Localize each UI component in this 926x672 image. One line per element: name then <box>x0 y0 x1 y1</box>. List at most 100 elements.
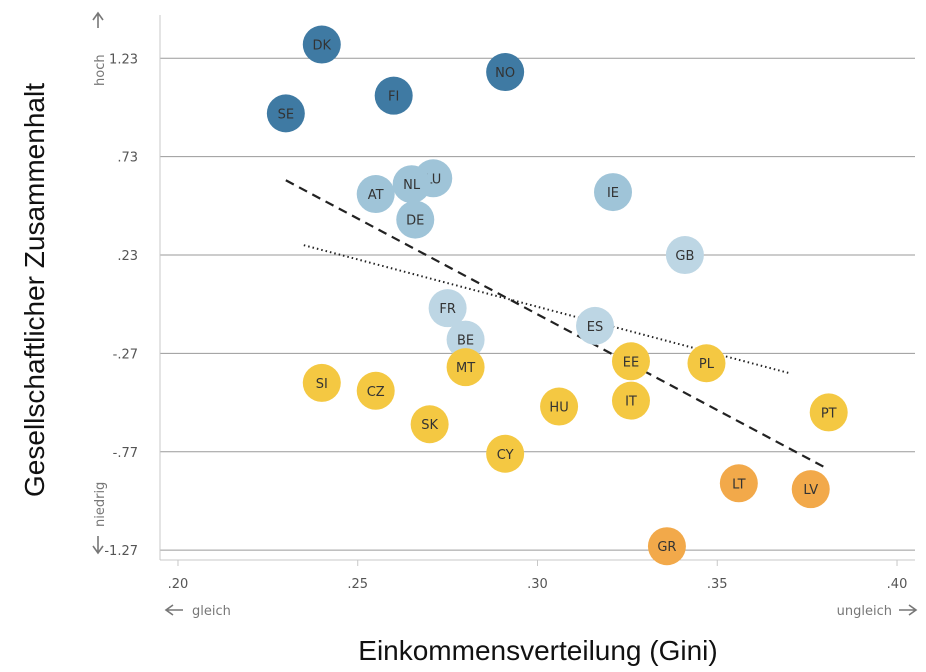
point-label: HU <box>549 401 568 416</box>
point-label: NO <box>495 66 515 81</box>
point-label: IT <box>625 395 637 410</box>
trend-line-dashed <box>285 179 826 469</box>
point-label: FI <box>388 90 399 105</box>
y-tick-labels: 1.23 .73 .23 -.27 -.77 -1.27 <box>104 52 138 559</box>
y-low-annotation: niedrig <box>92 482 108 555</box>
y-tick-label: -.27 <box>113 347 138 362</box>
data-point-ee: EE <box>611 342 650 381</box>
point-label: NL <box>403 178 421 193</box>
data-point-dk: DK <box>302 25 341 64</box>
point-label: LV <box>803 483 818 498</box>
point-marker <box>687 344 726 383</box>
point-marker <box>540 387 579 426</box>
point-label: PL <box>699 357 715 372</box>
data-point-de: DE <box>396 200 435 239</box>
x-tick-label: .35 <box>707 577 728 592</box>
data-point-lt: LT <box>719 464 758 503</box>
trend-lines <box>285 179 826 469</box>
point-marker <box>611 381 650 420</box>
point-marker <box>809 393 848 432</box>
point-marker <box>410 405 449 444</box>
data-point-sk: SK <box>410 405 449 444</box>
point-marker <box>486 434 525 473</box>
point-marker <box>392 165 431 204</box>
point-label: MT <box>456 361 475 376</box>
x-tick-label: .20 <box>168 577 189 592</box>
point-label: DE <box>406 214 424 229</box>
point-marker <box>486 53 525 92</box>
point-marker <box>302 25 341 64</box>
point-label: CY <box>497 448 514 463</box>
left-arrow-icon <box>164 604 183 616</box>
point-marker <box>446 348 485 387</box>
data-point-mt: MT <box>446 348 485 387</box>
data-point-be: BE <box>446 320 485 359</box>
x-tick-label: .40 <box>887 577 908 592</box>
data-point-pl: PL <box>687 344 726 383</box>
point-label: ES <box>587 320 603 335</box>
point-marker <box>719 464 758 503</box>
point-label: GR <box>657 540 676 555</box>
data-point-nl: NL <box>392 165 431 204</box>
point-marker <box>665 236 704 275</box>
x-axis-title: Einkommensverteilung (Gini) <box>358 635 717 666</box>
data-point-fi: FI <box>374 76 413 115</box>
x-low-label: gleich <box>192 604 231 619</box>
x-tick-label: .30 <box>527 577 548 592</box>
point-marker <box>356 175 395 214</box>
data-point-se: SE <box>266 94 305 133</box>
point-label: LT <box>732 477 745 492</box>
point-label: EE <box>623 355 639 370</box>
point-label: CZ <box>367 385 385 400</box>
point-label: IE <box>607 186 619 201</box>
point-label: BE <box>457 334 474 349</box>
point-label: PT <box>821 406 837 421</box>
data-point-at: AT <box>356 175 395 214</box>
point-marker <box>428 289 467 328</box>
point-marker <box>791 470 830 509</box>
x-tick-labels: .20 .25 .30 .35 .40 <box>168 560 908 592</box>
point-marker <box>374 76 413 115</box>
right-arrow-icon <box>899 604 918 616</box>
point-label: DK <box>313 39 332 54</box>
point-marker <box>446 320 485 359</box>
point-label: SI <box>316 377 328 392</box>
point-label: AT <box>368 188 384 203</box>
data-point-no: NO <box>486 53 525 92</box>
data-point-fr: FR <box>428 289 467 328</box>
point-label: FR <box>439 302 456 317</box>
x-tick-label: .25 <box>347 577 368 592</box>
data-point-si: SI <box>302 363 341 402</box>
point-marker <box>396 200 435 239</box>
x-high-label: ungleich <box>837 604 892 619</box>
data-point-lv: LV <box>791 470 830 509</box>
point-label: SE <box>278 107 294 122</box>
y-tick-label: 1.23 <box>109 52 138 67</box>
y-high-label: hoch <box>93 54 108 86</box>
y-high-annotation: hoch <box>92 11 108 86</box>
point-marker <box>611 342 650 381</box>
down-arrow-icon <box>92 536 104 555</box>
data-point-it: IT <box>611 381 650 420</box>
data-point-hu: HU <box>540 387 579 426</box>
data-point-gb: GB <box>665 236 704 275</box>
y-tick-label: .73 <box>117 151 138 166</box>
point-marker <box>576 306 615 345</box>
data-point-cz: CZ <box>356 371 395 410</box>
data-point-gr: GR <box>647 527 686 566</box>
y-tick-label: -1.27 <box>104 544 138 559</box>
point-marker <box>594 173 632 212</box>
x-low-annotation: gleich <box>164 604 231 619</box>
point-marker <box>266 94 305 133</box>
y-low-label: niedrig <box>93 482 108 527</box>
point-marker <box>302 363 341 402</box>
point-label: SK <box>421 418 438 433</box>
data-point-cy: CY <box>486 434 525 473</box>
y-tick-label: -.77 <box>113 446 138 461</box>
data-point-ie: IE <box>594 173 632 212</box>
point-marker <box>356 371 395 410</box>
y-axis-title: Gesellschaftlicher Zusammenhalt <box>19 83 50 497</box>
point-marker <box>647 527 686 566</box>
